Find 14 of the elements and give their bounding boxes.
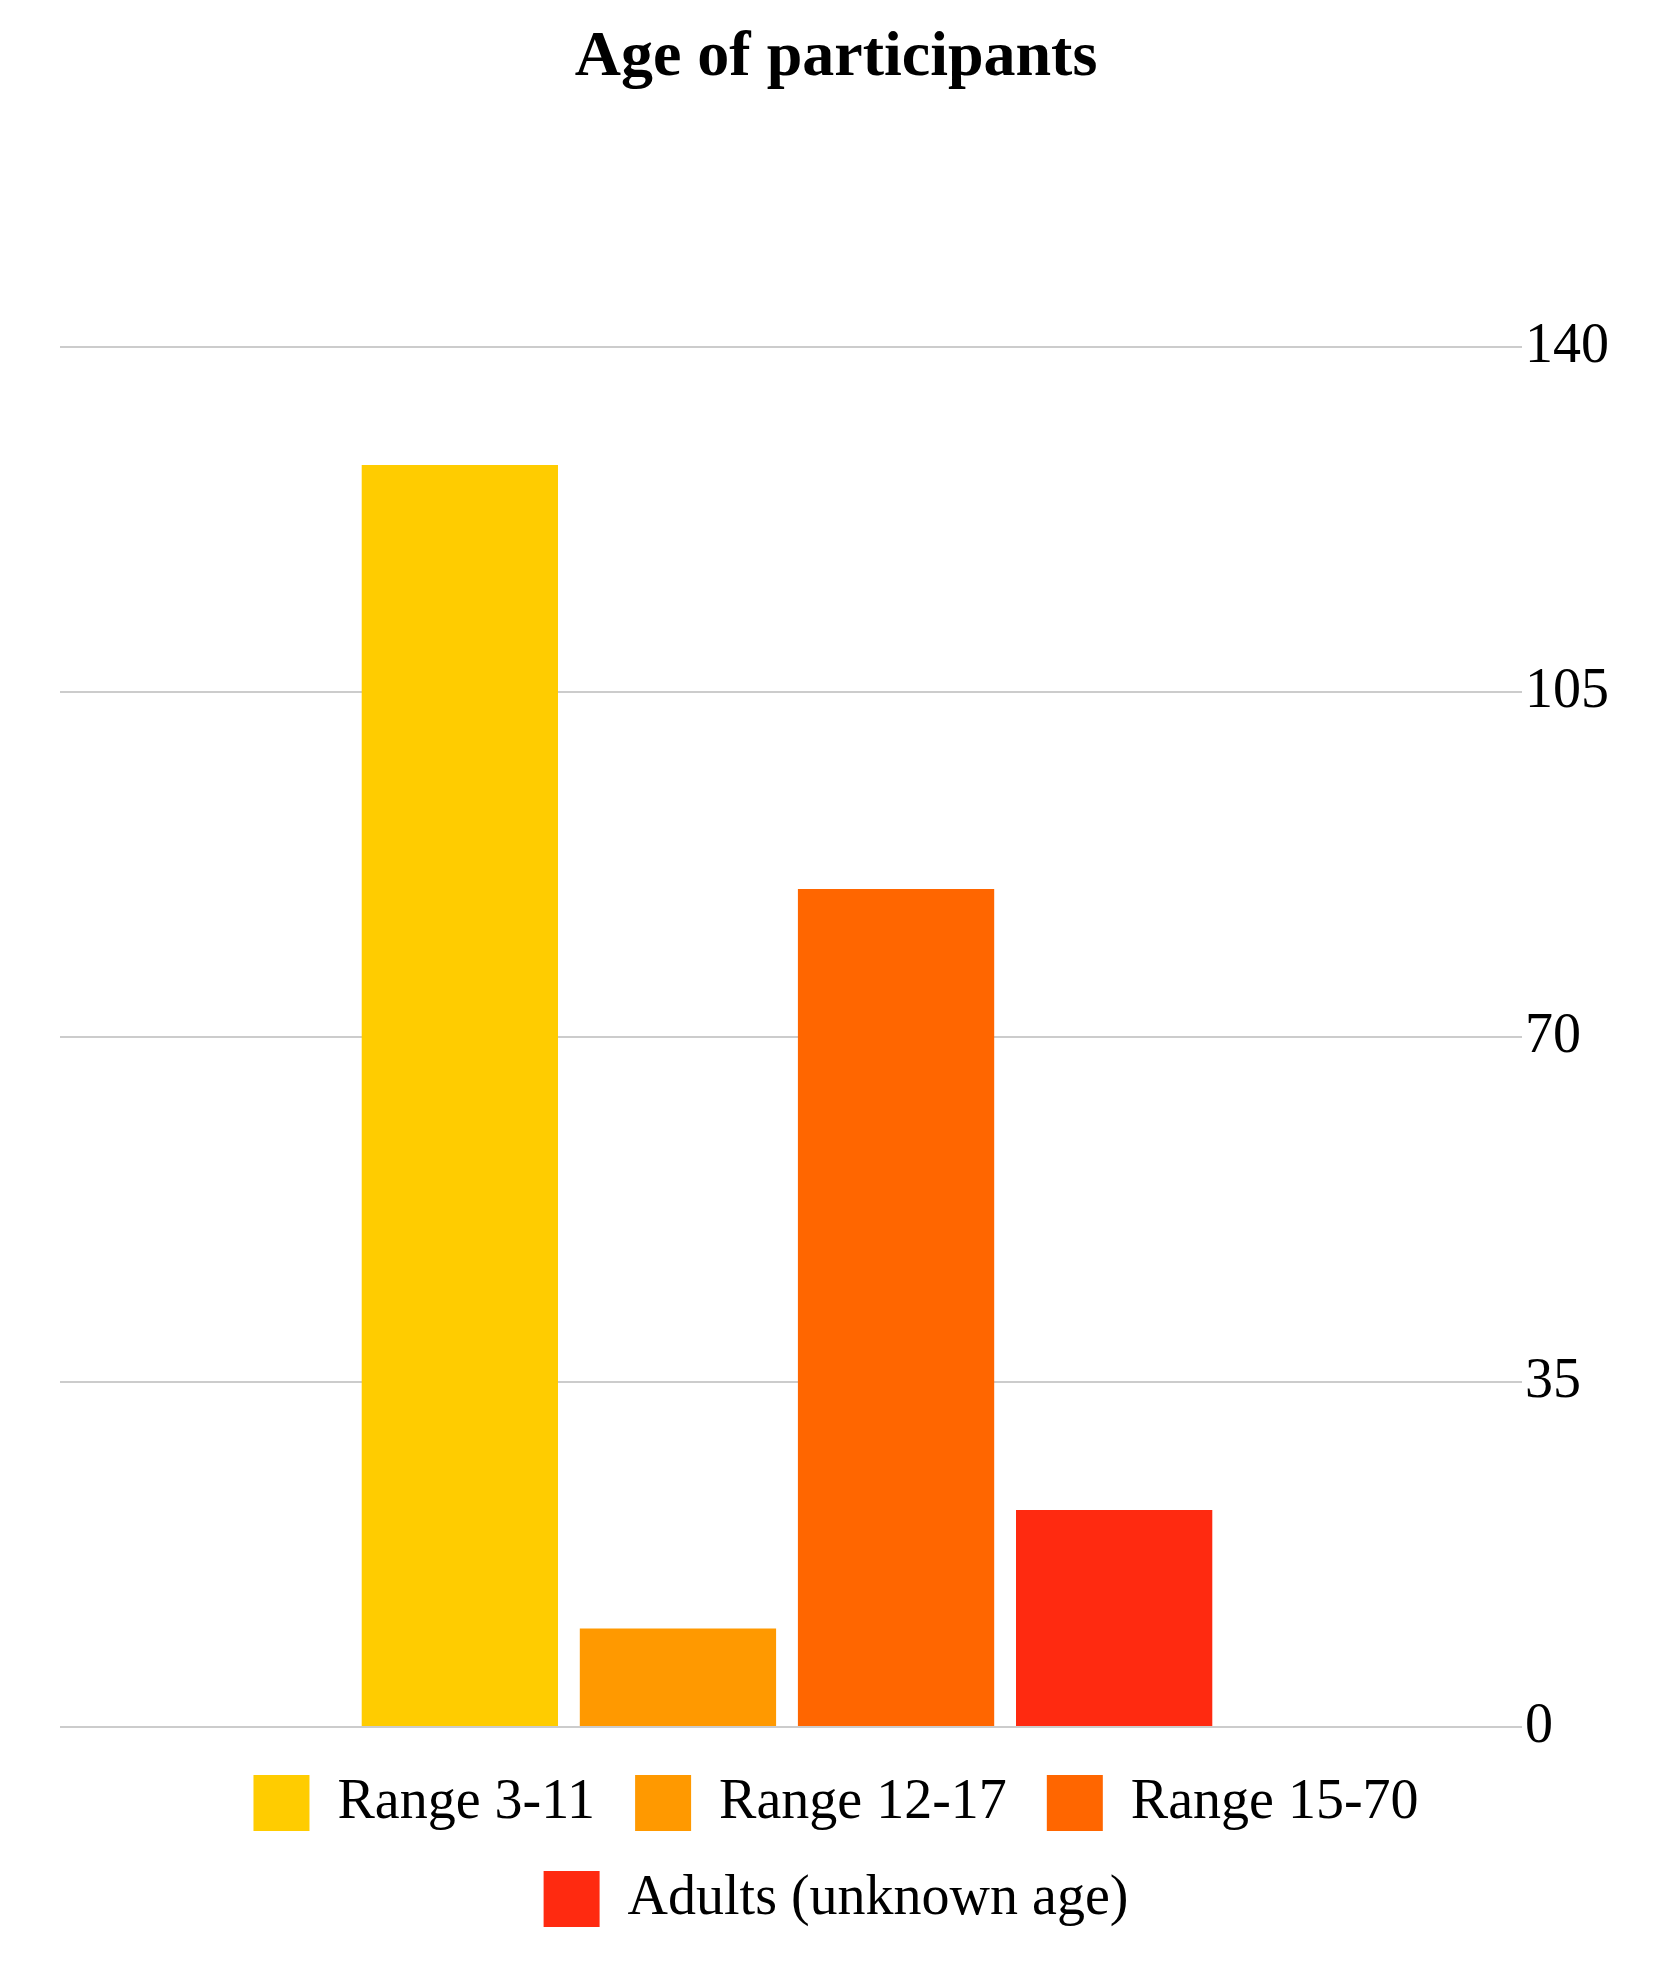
y-tick-label: 0 bbox=[1525, 1691, 1553, 1754]
y-tick-label: 105 bbox=[1525, 656, 1609, 719]
legend-label: Range 15-70 bbox=[1130, 1767, 1419, 1830]
bar bbox=[579, 1628, 777, 1726]
bar bbox=[797, 889, 995, 1726]
legend-label: Adults (unknown age) bbox=[627, 1863, 1129, 1927]
y-tick-label: 140 bbox=[1525, 311, 1609, 374]
chart-title: Age of participants bbox=[574, 17, 1098, 89]
legend-label: Range 3-11 bbox=[337, 1767, 596, 1830]
bar bbox=[1016, 1510, 1213, 1726]
legend-label: Range 12-17 bbox=[719, 1767, 1007, 1830]
y-tick-label: 70 bbox=[1525, 1001, 1581, 1064]
y-tick-label: 35 bbox=[1525, 1346, 1581, 1409]
bar bbox=[361, 465, 558, 1726]
